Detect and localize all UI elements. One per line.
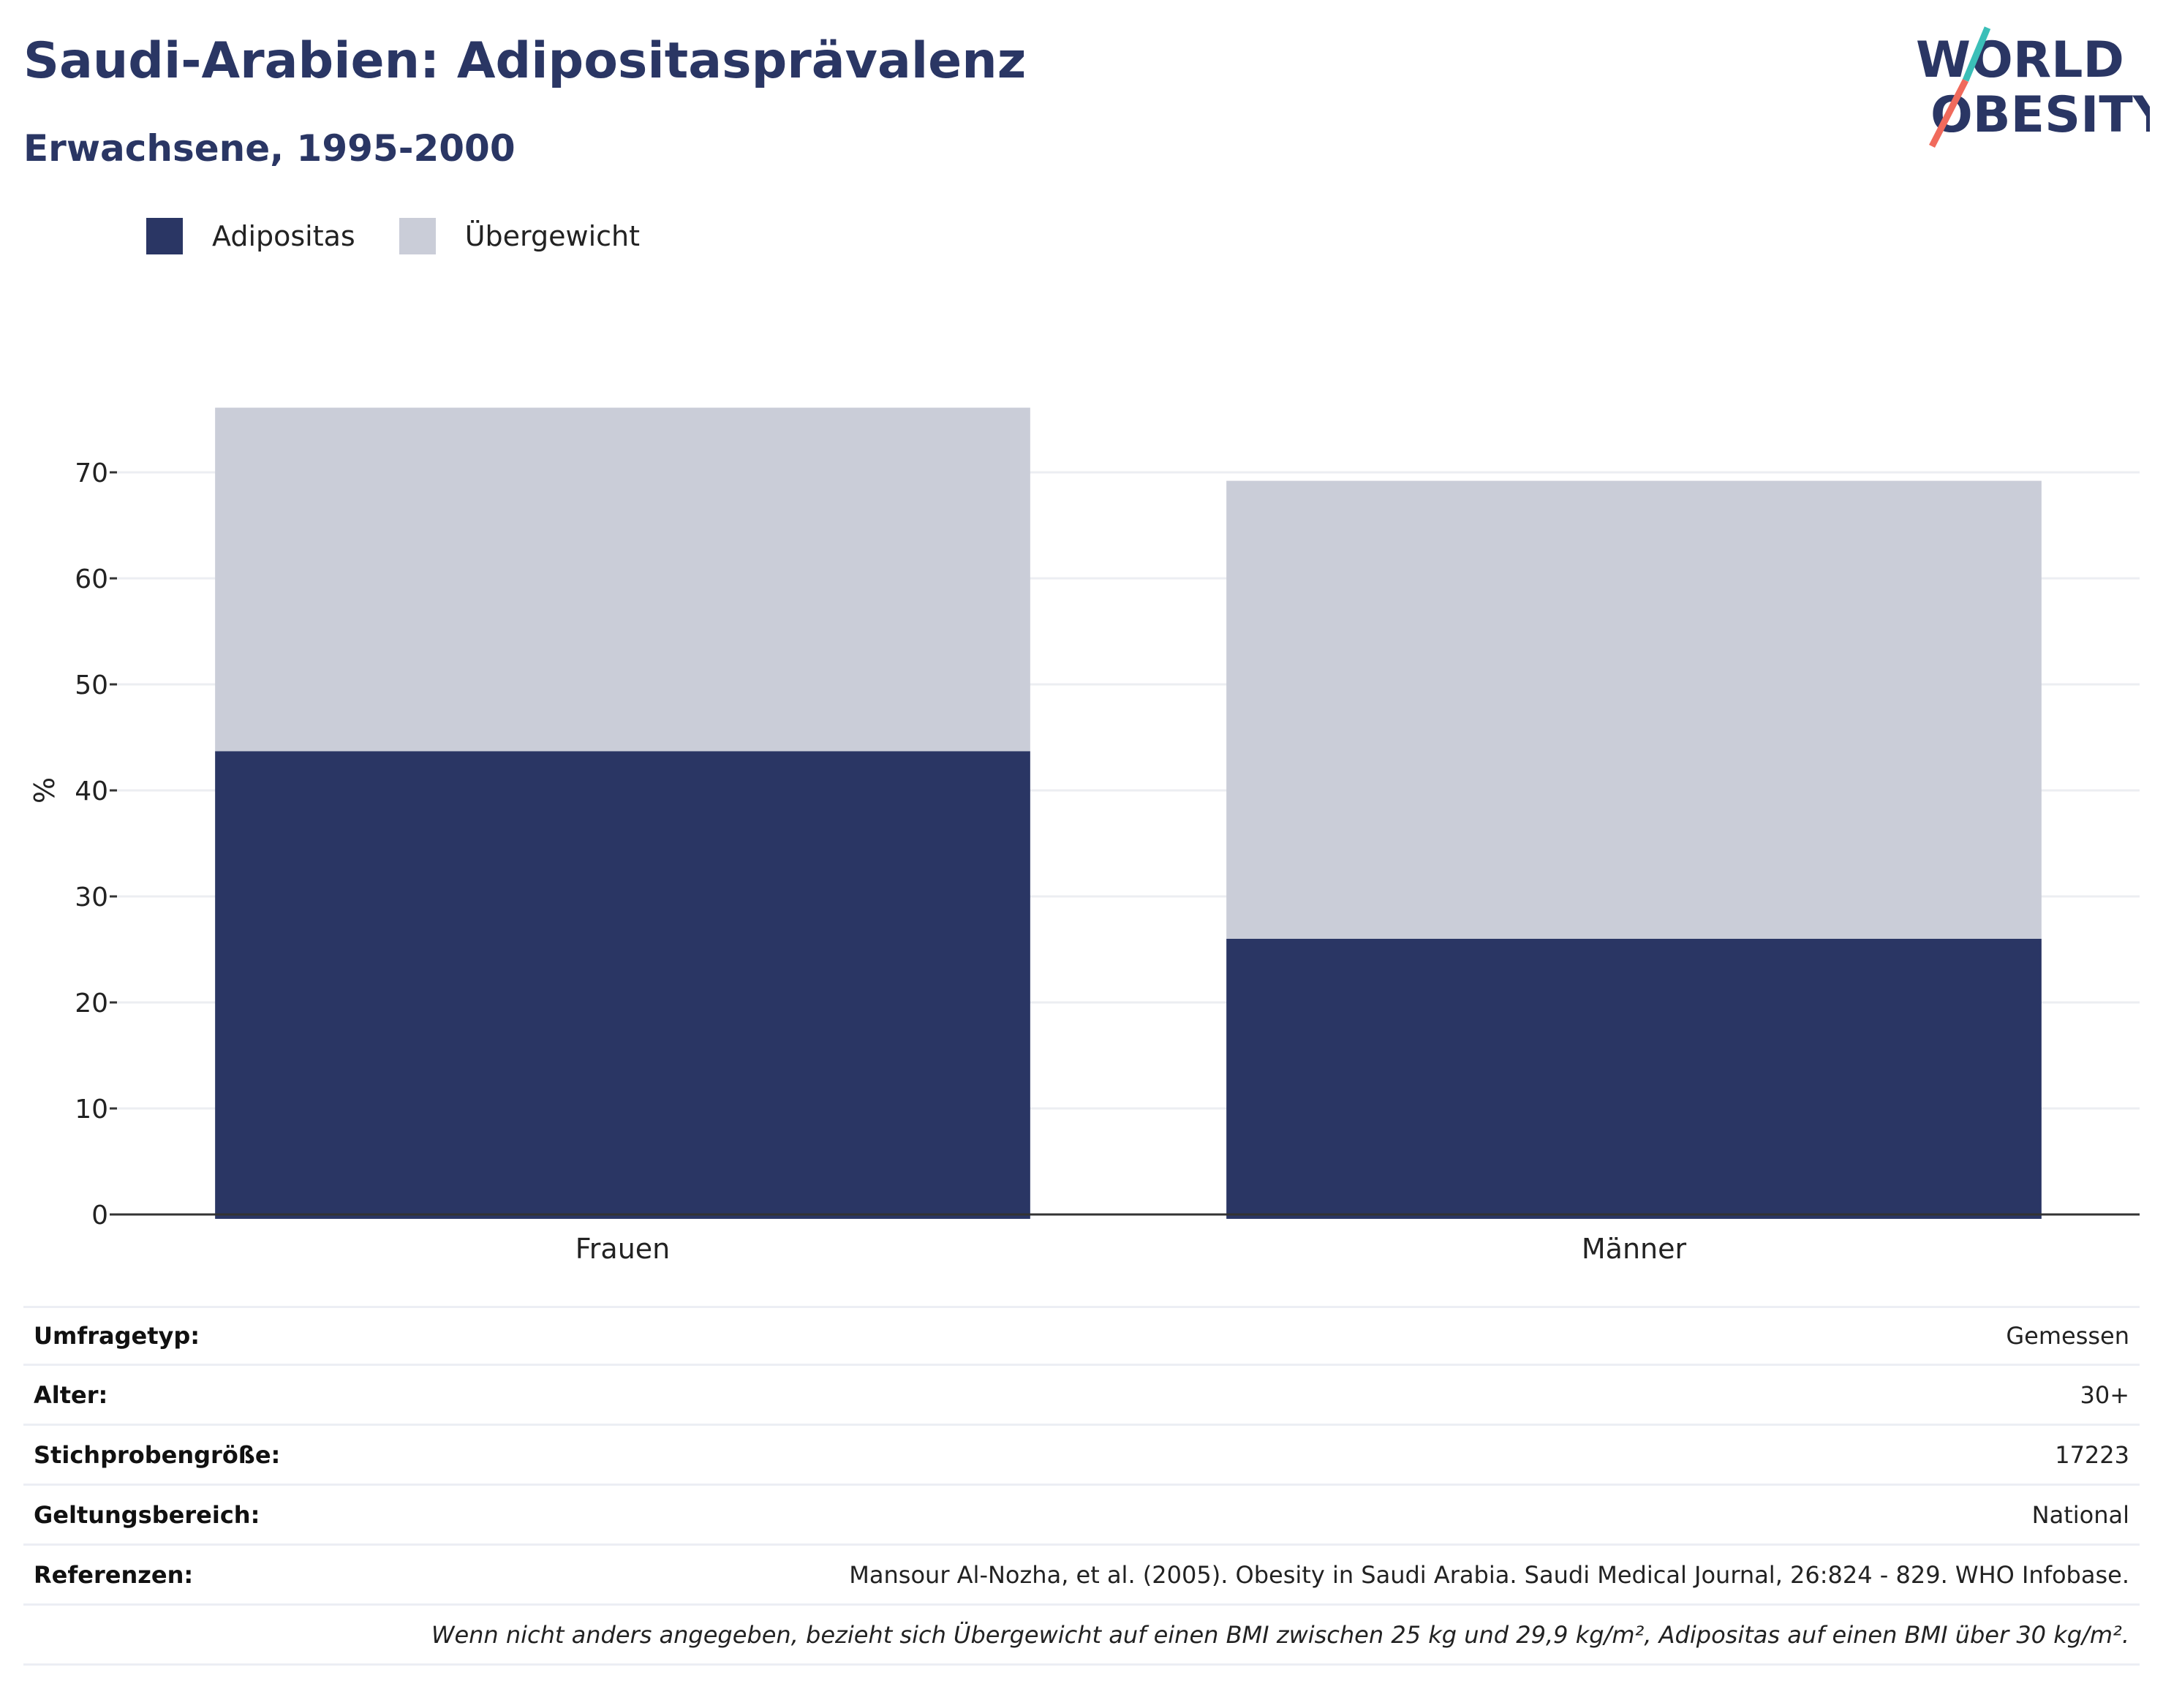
y-tick-label: 10 — [75, 1095, 108, 1125]
meta-label: Umfragetyp: — [34, 1322, 200, 1350]
meta-row: Geltungsbereich: National — [23, 1486, 2140, 1546]
bar-uebergewicht — [215, 407, 1030, 752]
world-obesity-logo: WORLD OBESITY — [1916, 26, 2150, 148]
legend-swatch-adipositas — [146, 218, 183, 254]
y-tick-label: 40 — [75, 776, 108, 806]
legend-item-uebergewicht[interactable]: Übergewicht — [399, 218, 640, 254]
x-tick-label: Männer — [1582, 1233, 1687, 1265]
chart-title: Saudi-Arabien: Adipositasprävalenz — [23, 32, 1027, 90]
meta-row: Stichprobengröße: 17223 — [23, 1426, 2140, 1486]
logo-text-world: WORLD — [1916, 31, 2124, 89]
bar-uebergewicht — [1226, 480, 2042, 939]
meta-row: Umfragetyp: Gemessen — [23, 1306, 2140, 1366]
y-tick-label: 30 — [75, 883, 108, 912]
meta-value: Gemessen — [2006, 1322, 2129, 1350]
bar-chart: 0 10 20 30 40 50 60 70% Frauen Männer — [29, 407, 2140, 1265]
y-tick-label: 70 — [75, 458, 108, 488]
y-tick-label: 60 — [75, 564, 108, 594]
legend-swatch-uebergewicht — [399, 218, 436, 254]
meta-row: Referenzen: Mansour Al-Nozha, et al. (20… — [23, 1546, 2140, 1606]
y-tick-label: 20 — [75, 989, 108, 1019]
legend-label-adipositas: Adipositas — [212, 220, 355, 252]
logo-slash-coral — [1928, 78, 1969, 148]
logo-text-obesity: OBESITY — [1930, 86, 2150, 144]
bar-adipositas — [1226, 939, 2042, 1219]
meta-label: Stichprobengröße: — [34, 1440, 281, 1469]
metadata-table: Umfragetyp: Gemessen Alter: 30+ Stichpro… — [23, 1306, 2140, 1666]
meta-label: Referenzen: — [34, 1560, 194, 1589]
y-tick-label: 0 — [91, 1201, 108, 1231]
meta-value: Mansour Al-Nozha, et al. (2005). Obesity… — [849, 1560, 2129, 1589]
meta-value: 17223 — [2055, 1440, 2129, 1469]
logo-slash-teal — [1962, 26, 1991, 82]
bar-adipositas — [215, 751, 1030, 1219]
meta-label: Alter: — [34, 1380, 108, 1409]
legend-item-adipositas[interactable]: Adipositas — [146, 218, 355, 254]
chart-subtitle: Erwachsene, 1995-2000 — [23, 127, 516, 170]
meta-value: 30+ — [2080, 1380, 2129, 1409]
legend-label-uebergewicht: Übergewicht — [464, 220, 640, 252]
meta-label: Geltungsbereich: — [34, 1500, 260, 1529]
y-tick-label: 50 — [75, 670, 108, 700]
meta-value: National — [2031, 1500, 2129, 1529]
legend: Adipositas Übergewicht — [146, 218, 684, 254]
footnote: Wenn nicht anders angegeben, bezieht sic… — [431, 1620, 2129, 1649]
meta-row: Alter: 30+ — [23, 1366, 2140, 1426]
footnote-row: Wenn nicht anders angegeben, bezieht sic… — [23, 1606, 2140, 1666]
y-axis-label: % — [29, 777, 61, 804]
x-tick-label: Frauen — [575, 1233, 671, 1265]
